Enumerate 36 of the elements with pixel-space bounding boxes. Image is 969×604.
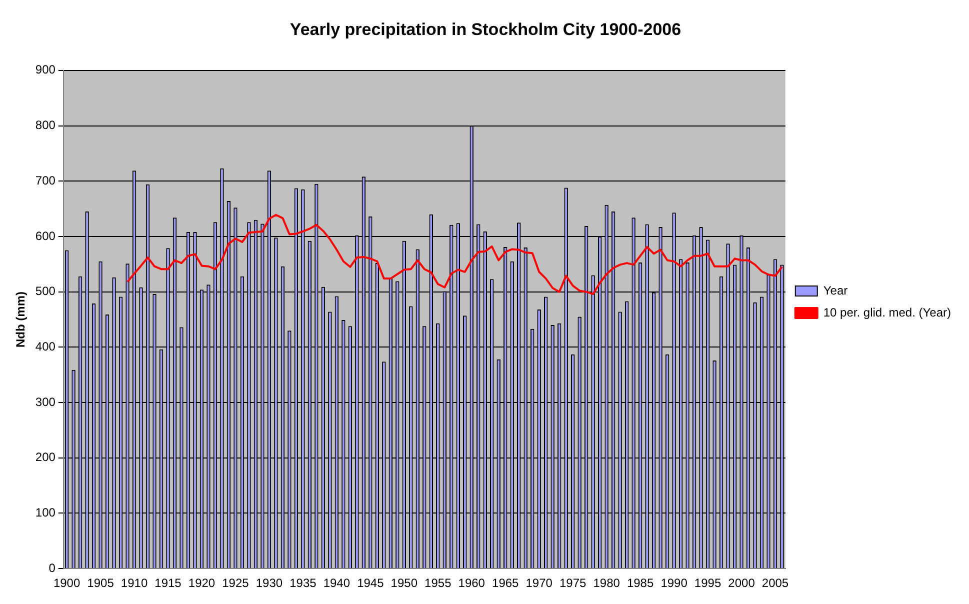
y-tick-label: 100: [35, 506, 56, 520]
y-tick-label: 400: [35, 339, 56, 354]
chart-title: Yearly precipitation in Stockholm City 1900-2006: [290, 20, 682, 39]
x-tick-label: 1985: [626, 576, 654, 590]
legend-label: Year: [823, 283, 848, 298]
x-tick-label: 1980: [593, 576, 620, 590]
x-tick-label: 1990: [660, 576, 688, 590]
x-tick-label: 1935: [290, 576, 317, 590]
x-tick-label: 2005: [762, 576, 789, 590]
x-tick-label: 1970: [526, 576, 553, 590]
x-tick-label: 1960: [458, 576, 486, 590]
y-tick-label: 700: [35, 173, 56, 188]
y-tick-label: 800: [35, 118, 56, 132]
x-tick-label: 1965: [492, 576, 520, 590]
x-tick-label: 1995: [694, 576, 722, 590]
y-tick-label: 300: [35, 394, 56, 409]
x-tick-label: 1955: [424, 576, 452, 590]
x-tick-label: 1940: [323, 576, 350, 590]
y-tick-label: 900: [35, 62, 56, 77]
x-tick-label: 1950: [390, 576, 418, 590]
x-tick-label: 1975: [559, 576, 587, 590]
x-tick-label: 1945: [357, 576, 384, 590]
x-tick-label: 1900: [53, 576, 80, 590]
x-tick-label: 2000: [728, 576, 756, 590]
x-tick-label: 1930: [256, 576, 283, 590]
x-tick-label: 1920: [188, 576, 216, 590]
x-tick-label: 1925: [222, 576, 250, 590]
y-tick-label: 600: [35, 228, 56, 243]
y-tick-label: 0: [48, 560, 56, 575]
y-axis-title: Ndb (mm): [14, 292, 28, 348]
x-tick-label: 1910: [120, 576, 148, 590]
legend-label: 10 per. glid. med. (Year): [823, 305, 952, 320]
y-tick-label: 500: [35, 284, 56, 298]
x-tick-label: 1905: [87, 576, 114, 590]
x-tick-label: 1915: [154, 576, 182, 590]
y-tick-label: 200: [35, 450, 56, 464]
